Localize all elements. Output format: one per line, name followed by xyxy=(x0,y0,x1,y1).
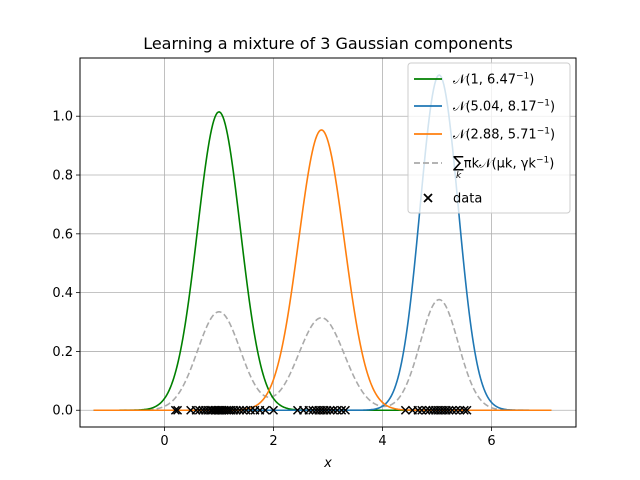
legend-label-3: ∑πk𝒩(μk, γk−1) xyxy=(453,153,554,172)
data-point-marker xyxy=(268,405,279,415)
chart-title: Learning a mixture of 3 Gaussian compone… xyxy=(143,34,513,53)
x-tick-label: 0 xyxy=(160,434,168,449)
data-point-marker xyxy=(170,405,180,415)
legend-label-0: 𝒩(1, 6.47−1) xyxy=(453,72,534,88)
legend-label-2: 𝒩(2.88, 5.71−1) xyxy=(453,127,555,143)
y-tick-label: 0.0 xyxy=(52,404,73,419)
data-point-marker xyxy=(260,405,270,415)
data-point-marker xyxy=(231,405,241,415)
legend-main-text: 𝒩(5.04, 8.17 xyxy=(453,100,537,115)
data-point-marker xyxy=(400,405,410,415)
x-tick-label: 4 xyxy=(378,434,386,449)
data-point-marker xyxy=(451,405,461,415)
y-tick-label: 0.4 xyxy=(52,286,73,301)
legend-sum-index: k xyxy=(456,171,462,181)
axis-ticks: 0 2 4 6 0.0 0.2 0.4 0.6 0.8 1.0 xyxy=(52,110,495,449)
data-point-marker xyxy=(459,405,469,415)
plot-frame xyxy=(79,57,577,428)
series-layer xyxy=(93,74,552,412)
legend-main-text: 𝒩(1, 6.47 xyxy=(453,73,516,88)
data-point-marker xyxy=(444,405,454,415)
data-point-marker xyxy=(337,405,347,415)
x-tick-label: 2 xyxy=(269,434,277,449)
legend-label-1: 𝒩(5.04, 8.17−1) xyxy=(453,99,555,115)
data-point-marker xyxy=(238,405,248,415)
x-axis-label: x xyxy=(323,456,332,471)
data-point-marker xyxy=(447,405,457,415)
legend-swatch-data xyxy=(423,193,433,203)
y-tick-label: 1.0 xyxy=(52,110,73,125)
series-line-2 xyxy=(93,129,552,412)
legend-main-text: πk𝒩(μk, γk xyxy=(464,157,537,172)
data-point-marker xyxy=(173,405,183,415)
legend-tail: ) xyxy=(529,73,534,88)
legend-tail: ) xyxy=(550,128,555,143)
y-tick-label: 0.8 xyxy=(52,169,73,184)
legend-superscript: −1 xyxy=(536,156,549,166)
data-point-marker xyxy=(322,405,332,415)
legend-superscript: −1 xyxy=(537,99,550,109)
legend-tail: ) xyxy=(550,100,555,115)
series-line-3 xyxy=(93,298,552,412)
data-point-marker xyxy=(235,405,245,415)
data-points xyxy=(170,405,472,415)
legend-sum-symbol: ∑ xyxy=(453,153,464,172)
x-tick-label: 6 xyxy=(487,434,495,449)
data-point-marker xyxy=(191,405,201,415)
legend-superscript: −1 xyxy=(537,127,550,137)
data-point-marker xyxy=(413,405,423,415)
legend-tail: ) xyxy=(549,157,554,172)
legend: 𝒩(1, 6.47−1)𝒩(5.04, 8.17−1)𝒩(2.88, 5.71−… xyxy=(407,62,571,214)
legend-main-text: 𝒩(2.88, 5.71 xyxy=(453,128,537,143)
data-point-marker xyxy=(421,405,431,415)
y-tick-label: 0.6 xyxy=(52,227,73,242)
data-point-marker xyxy=(325,405,335,415)
legend-superscript: −1 xyxy=(516,72,529,82)
data-point-marker xyxy=(328,405,338,415)
data-point-marker xyxy=(462,405,472,415)
y-tick-label: 0.2 xyxy=(52,345,73,360)
data-point-marker xyxy=(304,405,314,415)
legend-label-data: data xyxy=(453,192,482,207)
data-point-marker xyxy=(340,405,350,415)
legend-box xyxy=(407,62,571,214)
